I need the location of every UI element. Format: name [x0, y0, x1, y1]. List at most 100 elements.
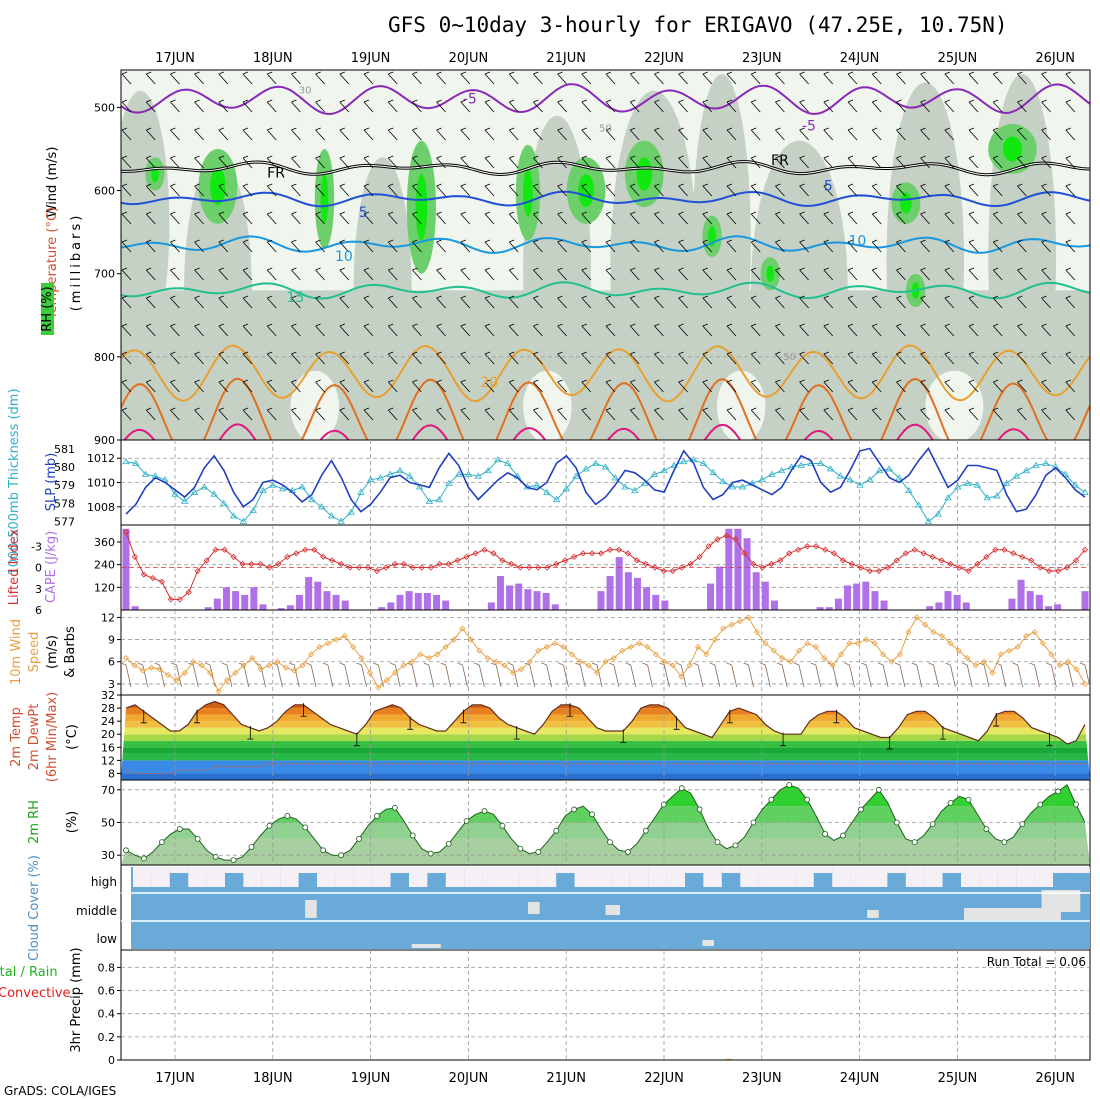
surface-wind-barb: [120, 662, 132, 688]
cape-bar: [734, 528, 742, 610]
li-point: [902, 550, 909, 557]
tick-label: 28: [101, 702, 115, 715]
thickness-point: [445, 479, 453, 486]
wind-barb: [871, 127, 882, 141]
ylabel-wind-1: 10m Wind: [9, 619, 24, 685]
li-point: [320, 553, 327, 560]
surface-wind-barb: [322, 662, 334, 688]
high-cloud-gap: [832, 867, 851, 887]
tick-label: 30: [101, 849, 115, 862]
wind-speed-point: [669, 662, 676, 669]
date-label-top: 20JUN: [449, 51, 489, 66]
contour-20: [121, 344, 1090, 403]
wind-barb: [1065, 211, 1076, 225]
thickness-point: [1032, 461, 1040, 468]
wind-barb: [557, 267, 567, 281]
wind-speed-point: [1014, 643, 1021, 651]
wind-barb: [218, 239, 229, 253]
cape-bar: [378, 607, 386, 610]
wind-barb: [315, 379, 325, 393]
wind-barb: [775, 127, 785, 141]
thickness-point: [298, 483, 306, 490]
wind-barb: [315, 183, 325, 197]
cape-bar: [131, 606, 139, 610]
rh-point: [875, 786, 882, 793]
high-cloud-gap: [1034, 867, 1053, 887]
rh-point: [893, 819, 900, 826]
wind-barb: [339, 127, 350, 141]
tick-label: 8: [108, 767, 115, 780]
surface-wind-barb: [188, 662, 199, 688]
cape-bar: [405, 591, 413, 610]
wind-speed-point: [392, 669, 399, 676]
wind-barb: [968, 211, 979, 225]
cape-bar: [277, 608, 285, 610]
wind-barb: [218, 183, 229, 197]
wind-speed-point: [594, 669, 601, 676]
cape-bar: [533, 591, 541, 610]
wind-barb: [896, 155, 906, 169]
wind-barb: [557, 211, 567, 225]
wind-barb: [823, 71, 834, 85]
cape-bar: [323, 591, 331, 610]
wind-barb: [678, 379, 688, 393]
wind-barb: [533, 99, 543, 113]
li-point: [284, 553, 291, 560]
wind-barb: [654, 211, 664, 225]
wind-barb: [145, 71, 156, 85]
surface-wind-barb: [877, 662, 889, 688]
wind-barb: [799, 71, 809, 85]
wind-barb: [533, 155, 543, 169]
wind-speed-point: [543, 643, 550, 651]
thickness-point: [1061, 470, 1070, 477]
date-label-bottom: 22JUN: [644, 1071, 684, 1086]
thickness-point: [1022, 466, 1030, 474]
rh-point: [840, 832, 846, 839]
wind-barb: [557, 99, 567, 113]
rh-point: [1073, 801, 1079, 808]
surface-wind-barb: [171, 662, 182, 688]
wind-barb: [242, 295, 253, 309]
wind-speed-point: [518, 666, 525, 673]
rh-shade-bright: [210, 167, 226, 206]
high-cloud-gap: [593, 867, 612, 887]
thickness-point: [435, 495, 443, 503]
wind-barb: [194, 99, 204, 113]
wind-barb: [508, 183, 519, 197]
wind-barb: [629, 407, 640, 421]
wind-barb: [920, 99, 930, 113]
wind-barb: [920, 323, 930, 337]
wind-barb: [1017, 239, 1027, 253]
wind-barb: [436, 267, 446, 281]
wind-speed-point: [417, 651, 424, 658]
wind-speed-point: [493, 658, 500, 665]
wind-barb: [557, 155, 567, 169]
wind-barb: [291, 379, 301, 393]
wind-barb: [1065, 239, 1076, 253]
wind-barb: [702, 99, 713, 113]
thickness-point: [954, 483, 962, 490]
wind-barb: [266, 71, 277, 85]
wind-barb: [194, 239, 204, 253]
surface-wind-barb: [1046, 662, 1057, 688]
wind-barb: [726, 323, 737, 337]
wind-barb: [121, 99, 132, 113]
cloud-gap: [605, 905, 621, 915]
cape-bar: [524, 589, 532, 610]
wind-barb: [581, 351, 592, 365]
wind-barb: [484, 351, 495, 365]
contour-30: [123, 423, 1031, 440]
wind-barb: [508, 239, 519, 253]
wind-barb: [702, 267, 713, 281]
wind-barb: [460, 183, 471, 197]
wind-barb: [412, 127, 422, 141]
wind-barb: [823, 99, 834, 113]
high-cloud-gap: [795, 867, 814, 887]
li-point: [427, 564, 434, 571]
wind-barb: [1041, 127, 1051, 141]
thickness-point: [582, 465, 590, 472]
wind-barb: [871, 407, 882, 421]
ylabel-temp-4: (°C): [65, 724, 80, 750]
wind-barb: [968, 71, 979, 85]
cape-bar: [770, 600, 778, 610]
